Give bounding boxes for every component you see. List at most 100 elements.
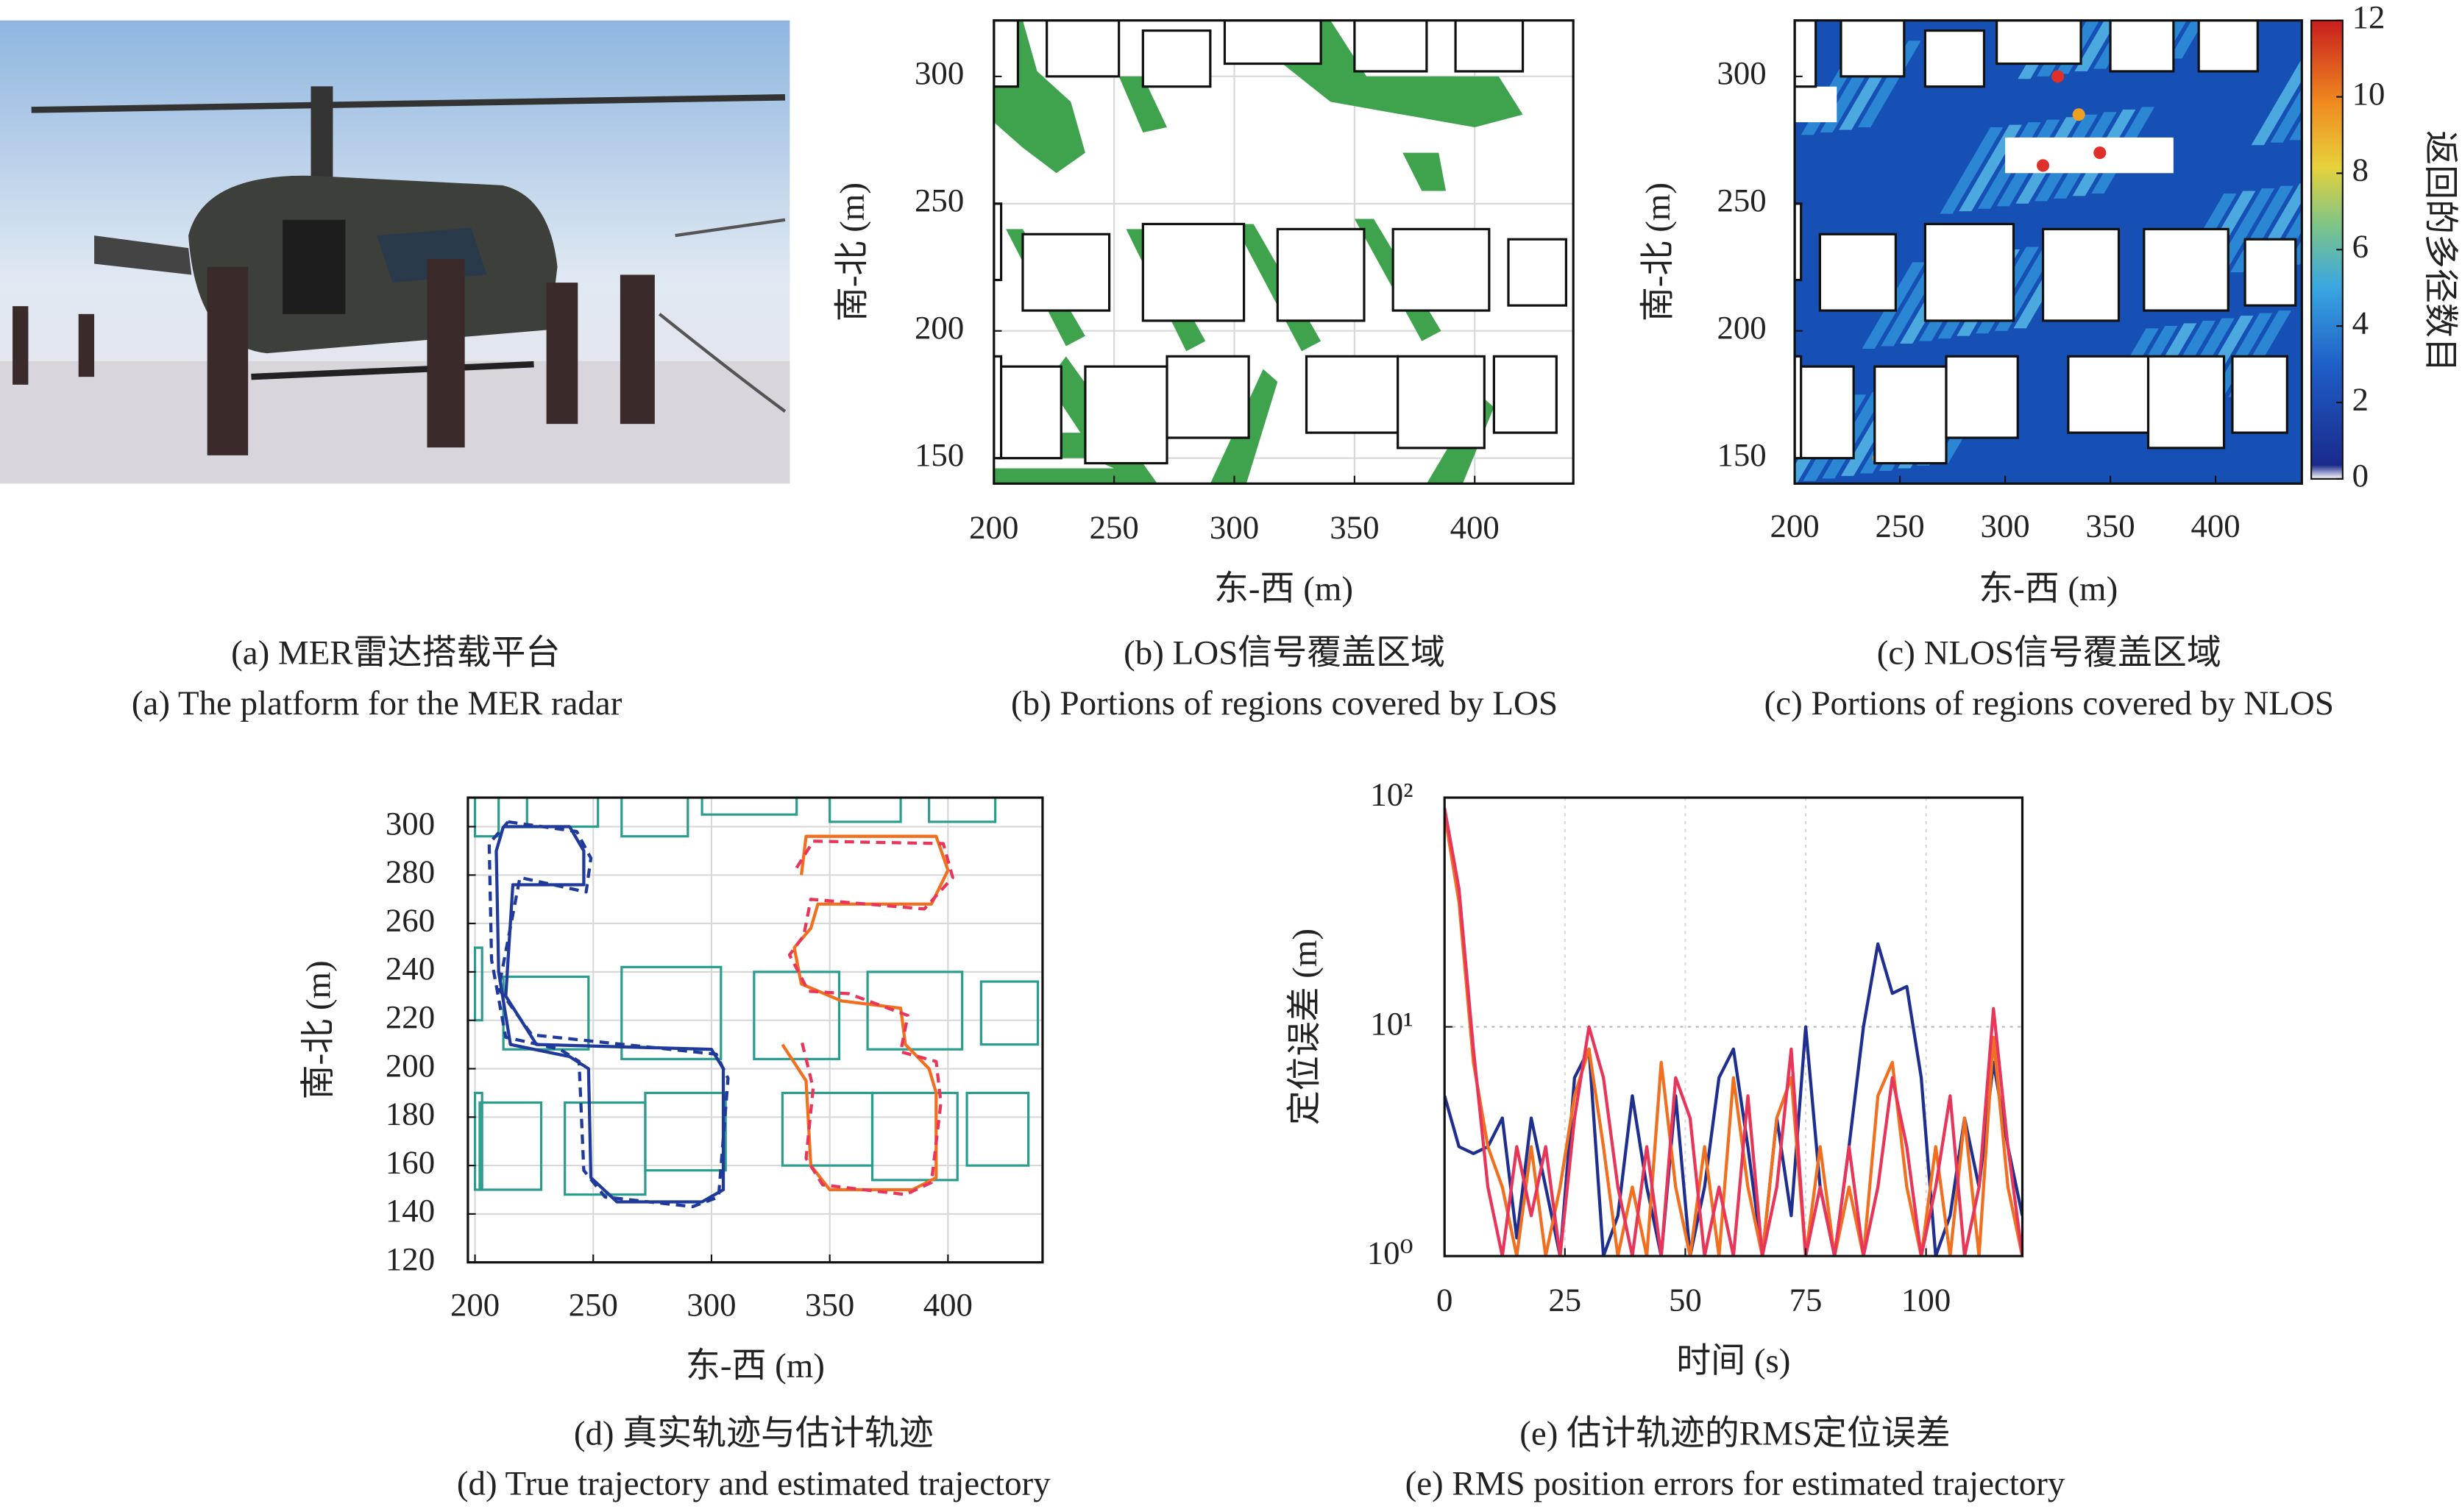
building [1046,20,1121,78]
y-tick-label: 120 [386,1241,435,1277]
axes-background [467,798,1043,1263]
series-line [1444,807,2023,1257]
colorbar-tick-label: 12 [2352,0,2385,35]
colorbar-tick-label: 2 [2352,380,2369,417]
building [870,1091,959,1182]
y-tick-label: 150 [915,436,964,473]
empty-region [2005,137,2174,174]
series-line [487,820,730,1209]
axes-frame [993,19,1575,485]
building [1353,20,1428,73]
building [620,798,689,838]
hot-spot [2072,108,2085,121]
coverage-streak [2289,118,2302,141]
series-line [787,840,954,1196]
x-tick-label: 300 [1210,509,1259,546]
x-axis-label: 时间 (s) [1676,1342,1790,1380]
building [1141,29,1212,88]
x-tick-label: 50 [1669,1281,1702,1318]
building [2109,20,2175,73]
colorbar-tick-label: 4 [2352,304,2369,341]
y-tick-label: 220 [386,998,435,1035]
building [1923,222,2015,322]
x-tick-label: 200 [1770,507,1819,544]
building [1873,365,1948,465]
building [997,365,1063,460]
building [866,970,964,1051]
caption-en: (c) Portions of regions covered by NLOS [1764,684,2334,723]
building [1492,355,1558,434]
x-tick-label: 400 [923,1286,973,1323]
building [473,946,483,1022]
x-tick-label: 350 [1330,509,1379,546]
x-tick-label: 0 [1436,1281,1452,1318]
series-line [1444,813,2023,1257]
building [2067,355,2150,434]
building [1021,233,1111,312]
axes-frame [466,796,1044,1264]
building [1276,227,1366,322]
y-tick-label: 300 [1717,54,1766,91]
y-axis-label: 南-北 (m) [834,182,872,322]
building [1141,222,1246,322]
empty-region [1795,86,1837,123]
plot-area [467,798,1043,1263]
y-tick-label: 160 [386,1143,435,1180]
x-tick-label: 350 [805,1286,854,1323]
building [1084,365,1168,465]
plot-area [993,20,1574,484]
x-tick-label: 200 [969,509,1018,546]
building [1923,29,1986,88]
building [1305,355,1399,434]
building [1996,20,2082,65]
coverage-streak [1940,127,2004,214]
x-tick-label: 25 [1548,1281,1581,1318]
caption-en: (a) The platform for the MER radar [132,684,622,723]
y-tick-label: 140 [386,1192,435,1229]
y-tick-label: 200 [1717,309,1766,346]
building [993,20,1020,88]
caption-cn: (e) 估计轨迹的RMS定位误差 [1519,1414,1950,1452]
building [1391,227,1491,312]
building [473,1091,483,1191]
y-axis-label: 南-北 (m) [1639,182,1677,322]
x-tick-label: 250 [569,1286,618,1323]
coverage-streak [2169,20,2204,59]
x-tick-label: 100 [1901,1281,1951,1318]
panel: 0 25 50 75 100 10⁰ 10¹ 10² 时间 (s) 定位误差 (m) (e) 估计轨… [1285,775,2065,1502]
x-tick-label: 350 [2085,507,2135,544]
x-tick-label: 200 [450,1286,500,1323]
colorbar-tick-label: 8 [2352,152,2369,188]
coverage-streak [2074,20,2117,71]
colorbar-tick-label: 10 [2352,75,2385,112]
building [2041,227,2121,322]
y-tick-label: 200 [386,1047,435,1084]
y-tick-label: 10⁰ [1367,1234,1413,1271]
plot-area [1444,798,2023,1257]
y-tick-label: 260 [386,901,435,938]
building [1840,20,1906,78]
plot-area [1795,20,2302,484]
y-axis-label: 定位误差 (m) [1285,929,1324,1125]
series-line [781,834,950,1192]
y-tick-label: 250 [915,182,964,219]
building [1818,233,1897,312]
building [473,798,500,838]
x-tick-label: 75 [1789,1281,1823,1318]
x-tick-label: 400 [1450,509,1500,546]
building [2197,20,2259,73]
colorbar-label: 返回的多径数目 [2421,130,2459,372]
building [1507,238,1567,307]
building [1166,355,1250,439]
x-tick-label: 250 [1875,507,1924,544]
building [700,798,798,816]
building [620,965,723,1060]
building [2243,238,2297,307]
panel: 200 250 300 350 400 120 140 160 180 200 220 240 260 2… [299,796,1051,1503]
building [502,975,590,1051]
building [1397,355,1486,450]
building [1223,20,1322,65]
x-axis-label: 东-西 (m) [1979,569,2118,608]
